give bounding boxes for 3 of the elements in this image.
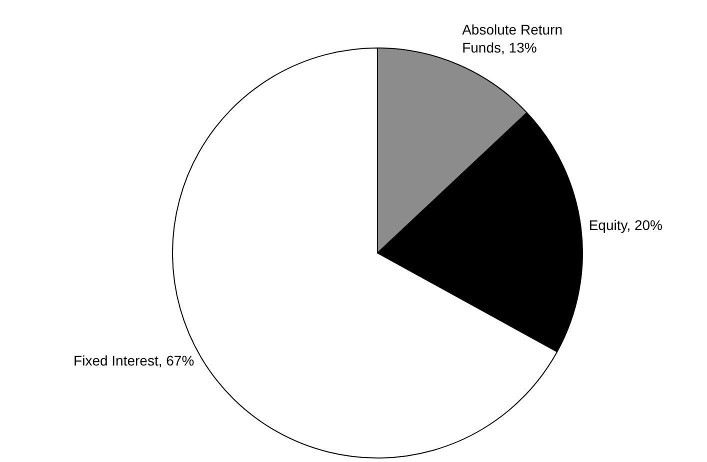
slice-label: Fixed Interest, 67% bbox=[74, 352, 194, 368]
slice-label: Absolute Return Funds, 13% bbox=[462, 21, 562, 56]
slice-label: Equity, 20% bbox=[588, 217, 662, 234]
